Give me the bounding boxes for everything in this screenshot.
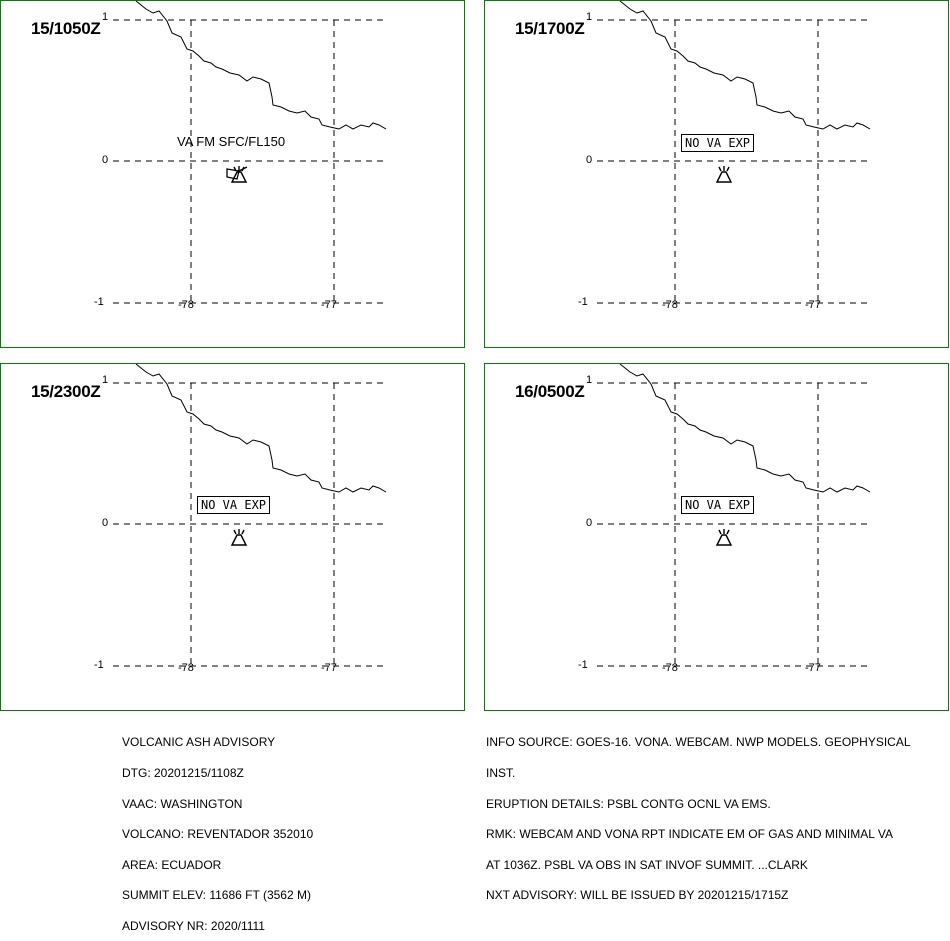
advisory-line: SUMMIT ELEV: 11686 FT (3562 M) (122, 888, 311, 903)
map-svg (113, 364, 387, 667)
coastline (135, 1, 387, 130)
lon-tick-label: -78 (662, 299, 678, 311)
va-forecast-box: NO VA EXP (197, 496, 271, 514)
advisory-line: VAAC: WASHINGTON (122, 796, 243, 811)
lat-tick-label: -1 (578, 296, 588, 308)
map-svg (597, 1, 871, 304)
volcano-icon (715, 166, 733, 183)
lat-tick-label: 1 (102, 11, 109, 23)
advisory-line: ADVISORY NR: 2020/1111 (122, 918, 265, 933)
volcano-icon (715, 529, 733, 546)
lat-tick-label: 0 (102, 154, 109, 166)
advisory-line: VOLCANIC ASH ADVISORY (122, 735, 276, 750)
lon-tick-label: -77 (805, 662, 821, 674)
lat-tick-label: 0 (102, 517, 109, 529)
map-svg (597, 364, 871, 667)
lat-tick-label: 1 (586, 374, 593, 386)
advisory-line: DTG: 20201215/1108Z (122, 766, 244, 780)
advisory-line: NXT ADVISORY: WILL BE ISSUED BY 20201215… (486, 888, 789, 903)
lat-tick-label: 0 (586, 517, 593, 529)
lat-tick-label: 0 (586, 154, 593, 166)
lat-tick-label: 1 (102, 374, 109, 386)
lon-tick-label: -77 (321, 662, 337, 674)
lon-tick-label: -78 (178, 662, 194, 674)
lon-tick-label: -77 (321, 299, 337, 311)
lon-tick-label: -78 (178, 299, 194, 311)
lat-tick-label: 1 (586, 11, 593, 23)
lon-tick-label: -78 (662, 662, 678, 674)
lat-tick-label: -1 (94, 659, 104, 671)
advisory-header-left: VOLCANIC ASH ADVISORY DTG: 20201215/1108… (122, 717, 313, 941)
map-panel: 16/0500Z 1 0 -1 -78 -77 NO VA EXP (484, 363, 949, 711)
va-forecast-box: NO VA EXP (681, 496, 755, 514)
map-panel: 15/2300Z 1 0 -1 -78 -77 NO VA EXP (0, 363, 465, 711)
lat-tick-label: -1 (94, 296, 104, 308)
map-panel: 15/1050Z 1 0 -1 -78 -77 VA FM SFC/FL150 (0, 0, 465, 348)
advisory-line: INST. (486, 766, 516, 780)
advisory-line: AREA: ECUADOR (122, 857, 222, 872)
coastline (135, 364, 387, 493)
ash-cloud-icon (226, 166, 248, 180)
panel-time-label: 15/1050Z (31, 19, 101, 38)
volcano-icon (230, 529, 248, 546)
advisory-line: AT 1036Z. PSBL VA OBS IN SAT INVOF SUMMI… (486, 857, 808, 872)
coastline (619, 1, 871, 130)
advisory-details-right: INFO SOURCE: GOES-16. VONA. WEBCAM. NWP … (486, 717, 911, 911)
map-svg (113, 1, 387, 304)
map-panel: 15/1700Z 1 0 -1 -78 -77 NO VA EXP (484, 0, 949, 348)
advisory-line: RMK: WEBCAM AND VONA RPT INDICATE EM OF … (486, 827, 893, 842)
lon-tick-label: -77 (805, 299, 821, 311)
lat-tick-label: -1 (578, 659, 588, 671)
panel-time-label: 15/1700Z (515, 19, 585, 38)
advisory-line: VOLCANO: REVENTADOR 352010 (122, 827, 314, 842)
coastline (619, 364, 871, 493)
advisory-line: INFO SOURCE: GOES-16. VONA. WEBCAM. NWP … (486, 735, 911, 750)
va-forecast-label: VA FM SFC/FL150 (177, 134, 286, 149)
advisory-line: ERUPTION DETAILS: PSBL CONTG OCNL VA EMS… (486, 796, 771, 811)
va-forecast-box: NO VA EXP (681, 134, 755, 152)
panel-time-label: 15/2300Z (31, 382, 101, 401)
panel-time-label: 16/0500Z (515, 382, 585, 401)
